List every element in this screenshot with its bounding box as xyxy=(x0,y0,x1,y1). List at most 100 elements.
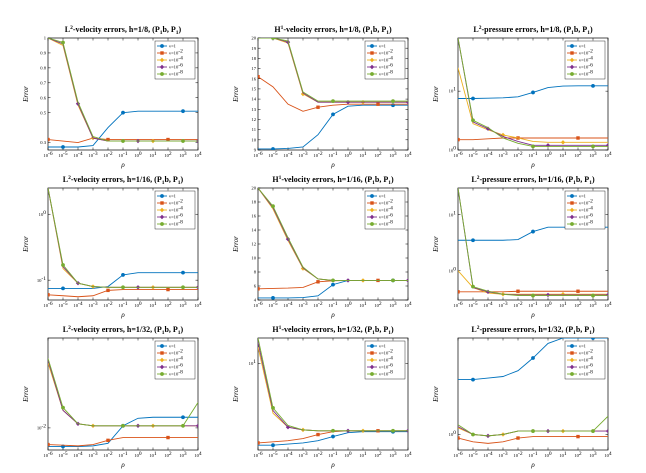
data-point xyxy=(316,105,320,109)
legend-label: ν=1 xyxy=(579,44,587,49)
y-tick-label: 12 xyxy=(251,242,256,247)
x-tick-label: 10-2 xyxy=(103,151,112,158)
data-point xyxy=(121,273,125,277)
series-line xyxy=(48,437,198,447)
x-tick-label: 100 xyxy=(544,151,552,158)
data-point xyxy=(591,144,595,149)
x-tick-label: 10-3 xyxy=(298,151,307,158)
data-point xyxy=(271,443,275,448)
legend-marker xyxy=(160,201,164,205)
legend-marker xyxy=(160,44,164,48)
x-tick-label: 10-5 xyxy=(468,451,477,458)
x-tick-label: 102 xyxy=(374,151,382,158)
legend-item: ν=1 xyxy=(567,344,587,349)
series-2 xyxy=(258,74,408,112)
x-tick-label: 102 xyxy=(374,301,382,308)
x-tick-label: 10-4 xyxy=(73,301,82,308)
chart-title: L2-velocity errors, h=1/32, (P1b, P1) xyxy=(63,325,184,336)
series-line xyxy=(458,137,608,141)
data-point xyxy=(271,406,275,410)
data-point xyxy=(271,204,275,209)
legend-item: ν=10-4 xyxy=(567,56,593,63)
data-point xyxy=(531,90,535,95)
legend-label: ν=10-6 xyxy=(379,63,393,70)
y-tick-label: 11 xyxy=(252,127,257,132)
data-point xyxy=(471,432,475,437)
legend-label: ν=10-6 xyxy=(579,363,593,370)
legend-label: ν=10-4 xyxy=(379,206,393,213)
legend-label: ν=10-8 xyxy=(379,70,393,77)
data-point xyxy=(531,429,535,433)
legend-label: ν=10-6 xyxy=(379,363,393,370)
x-tick-label: 10-1 xyxy=(328,301,337,308)
legend-marker xyxy=(569,214,575,220)
legend-label: ν=10-8 xyxy=(169,220,183,227)
x-tick-label: 100 xyxy=(134,301,142,308)
x-tick-label: 10-6 xyxy=(253,151,262,158)
y-tick-label: 0.5 xyxy=(40,110,46,115)
x-tick-label: 101 xyxy=(359,451,367,458)
y-tick-label: 9 xyxy=(254,148,257,153)
legend-label: ν=10-6 xyxy=(169,63,183,70)
legend-label: ν=10-8 xyxy=(579,70,593,77)
data-point xyxy=(181,139,185,143)
data-point xyxy=(181,423,185,428)
legend-label: ν=10-2 xyxy=(579,349,593,356)
x-tick-label: 102 xyxy=(164,151,172,158)
data-point xyxy=(391,99,395,104)
data-point xyxy=(471,284,475,289)
y-axis-label: Error xyxy=(22,86,30,103)
y-tick-label: 0.3 xyxy=(40,140,46,145)
x-tick-label: 10-3 xyxy=(498,451,507,458)
x-tick-label: 10-3 xyxy=(88,451,97,458)
x-tick-label: 10-6 xyxy=(453,301,462,308)
data-point xyxy=(316,432,320,437)
series-5 xyxy=(458,415,608,437)
data-point xyxy=(121,423,125,428)
legend-label: ν=10-4 xyxy=(379,356,393,363)
y-axis-label: Error xyxy=(432,236,440,253)
y-tick-label: 101 xyxy=(449,210,457,217)
data-point xyxy=(331,112,335,117)
legend-item: ν=10-4 xyxy=(157,56,183,63)
x-tick-label: 10-4 xyxy=(483,301,492,308)
legend-label: ν=10-8 xyxy=(169,370,183,377)
y-tick-label: 0.8 xyxy=(40,65,46,70)
x-tick-label: 10-6 xyxy=(43,301,52,308)
legend-label: ν=10-8 xyxy=(579,220,593,227)
legend-label: ν=10-2 xyxy=(169,199,183,206)
x-tick-label: 100 xyxy=(134,451,142,458)
legend-item: ν=10-8 xyxy=(157,220,183,227)
legend-item: ν=10-6 xyxy=(157,63,183,70)
data-point xyxy=(531,293,535,298)
data-point xyxy=(61,145,65,149)
x-tick-label: 10-5 xyxy=(58,151,67,158)
x-tick-label: 10-1 xyxy=(118,151,127,158)
legend-item: ν=10-6 xyxy=(367,213,393,220)
data-point xyxy=(471,118,475,123)
legend-marker xyxy=(369,357,375,363)
legend-label: ν=10-8 xyxy=(169,70,183,77)
x-tick-label: 10-2 xyxy=(103,301,112,308)
legend-item: ν=10-6 xyxy=(367,63,393,70)
x-tick-label: 102 xyxy=(164,301,172,308)
data-point xyxy=(316,280,320,284)
legend-marker xyxy=(370,344,374,348)
series-2 xyxy=(48,435,198,447)
x-tick-label: 100 xyxy=(344,151,352,158)
legend: ν=1ν=10-2ν=10-4ν=10-6ν=10-8 xyxy=(564,340,606,380)
x-tick-label: 10-2 xyxy=(313,151,322,158)
x-tick-label: 10-5 xyxy=(268,151,277,158)
legend-marker xyxy=(569,357,575,363)
data-point xyxy=(331,282,335,287)
legend-marker xyxy=(569,364,575,370)
x-tick-label: 101 xyxy=(359,151,367,158)
data-point xyxy=(106,288,110,293)
legend: ν=1ν=10-2ν=10-4ν=10-6ν=10-8 xyxy=(364,340,406,380)
legend-label: ν=1 xyxy=(579,194,587,199)
legend-marker xyxy=(570,194,574,198)
data-point xyxy=(376,102,380,106)
legend-item: ν=10-4 xyxy=(567,206,593,213)
x-tick-label: 100 xyxy=(544,301,552,308)
